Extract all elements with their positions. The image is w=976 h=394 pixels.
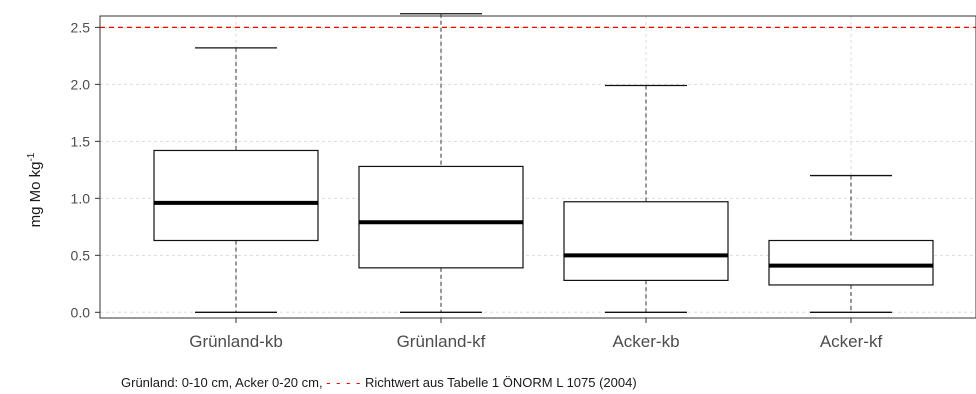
y-tick-label: 1.0 [71,190,91,206]
box-iqr [563,201,729,281]
caption-dash-legend: - - - - [326,375,362,390]
y-tick-label: 0.0 [71,304,91,320]
y-tick-label: 2.0 [71,76,91,92]
y-axis: 0.0 0.5 1.0 1.5 2.0 2.5 [71,19,100,320]
box-1 [153,47,319,313]
x-tick-label: Grünland-kf [397,332,486,351]
box-iqr [153,149,319,242]
box-iqr [358,165,524,269]
x-tick-label: Acker-kb [612,332,679,351]
y-tick-label: 2.5 [71,19,91,35]
caption-prefix: Grünland: 0-10 cm, Acker 0-20 cm, [121,375,323,390]
y-tick-label: 0.5 [71,247,91,263]
x-tick-label: Grünland-kb [189,332,283,351]
x-tick-label: Acker-kf [820,332,883,351]
y-tick-label: 1.5 [71,133,91,149]
y-axis-label: mg Mo kg-1 [26,152,44,227]
caption-note: Grünland: 0-10 cm, Acker 0-20 cm, - - - … [121,375,637,390]
caption-suffix: Richtwert aus Tabelle 1 ÖNORM L 1075 (20… [365,375,637,390]
x-axis: Grünland-kb Grünland-kf Acker-kb Acker-kf [189,318,882,351]
box-iqr [768,239,934,286]
box-2 [358,13,524,313]
boxes [153,13,934,313]
plot-panel [99,15,976,319]
box-3 [563,84,729,313]
box-4 [768,174,934,313]
